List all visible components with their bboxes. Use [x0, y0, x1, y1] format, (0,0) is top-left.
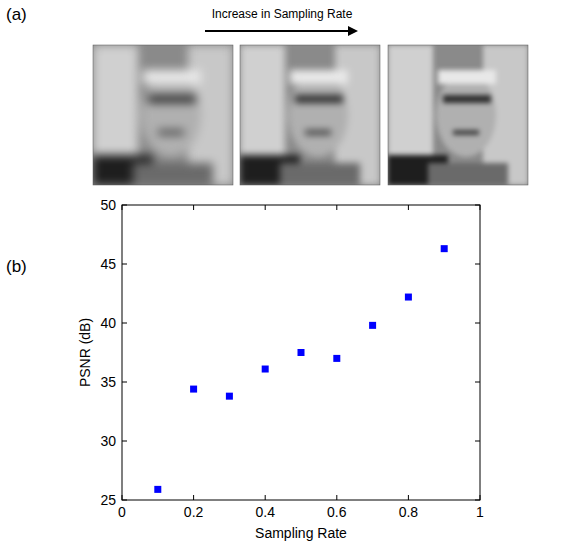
points: [154, 245, 447, 493]
image-blur: [240, 45, 380, 185]
image-face: [288, 73, 348, 157]
x-tick: [336, 495, 337, 500]
x-tick: [122, 205, 123, 210]
image-eyes: [295, 95, 343, 103]
x-tick: [193, 205, 194, 210]
image-mouth: [305, 130, 331, 135]
y-tick: [475, 382, 480, 383]
y-tick-label: 25: [100, 492, 116, 508]
data-point: [405, 294, 412, 301]
arrow-line: [205, 30, 350, 32]
x-tick-label: 0.6: [327, 504, 347, 520]
y-axis-title: PSNR (dB): [77, 318, 93, 387]
x-tick: [408, 495, 409, 500]
image-face: [436, 73, 496, 157]
x-tick: [265, 495, 266, 500]
y-tick: [122, 323, 127, 324]
x-tick: [336, 205, 337, 210]
y-tick: [122, 441, 127, 442]
image-blur: [93, 45, 233, 185]
face-image: [93, 45, 233, 185]
y-tick: [122, 382, 127, 383]
y-tick: [122, 500, 127, 501]
x-tick-label: 0.4: [255, 504, 275, 520]
image-forehead: [290, 70, 348, 84]
data-point: [441, 245, 448, 252]
image-eyes: [148, 95, 196, 103]
image-content: [388, 45, 528, 185]
x-tick: [265, 205, 266, 210]
y-tick: [475, 441, 480, 442]
figure: (a) Increase in Sampling Rate (b) 0 0.2 0.4 0.…: [0, 0, 572, 550]
data-point: [333, 355, 340, 362]
y-tick: [475, 205, 480, 206]
image-mouth: [158, 130, 184, 135]
image-bg: [93, 45, 233, 185]
image-neck: [428, 163, 508, 185]
x-tick: [193, 495, 194, 500]
x-tick-label: 0: [118, 504, 126, 520]
y-tick: [475, 264, 480, 265]
image-face: [141, 73, 201, 157]
y-tick-label: 40: [100, 315, 116, 331]
image-border: [93, 45, 233, 185]
image-eyes: [443, 95, 491, 103]
data-point: [154, 486, 161, 493]
y-tick: [475, 500, 480, 501]
y-tick-label: 50: [100, 197, 116, 213]
face-image: [388, 45, 528, 185]
arrow-label: Increase in Sampling Rate: [212, 7, 353, 21]
image-neck: [280, 163, 360, 185]
y-tick-label: 30: [100, 433, 116, 449]
data-point: [190, 386, 197, 393]
image-content: [93, 45, 233, 185]
image-neck: [133, 163, 213, 185]
x-tick: [480, 495, 481, 500]
image-bg: [388, 45, 528, 185]
y-tick: [122, 264, 127, 265]
x-tick-label: 1: [476, 504, 484, 520]
face-image: [240, 45, 380, 185]
panel-label: (b): [6, 257, 27, 276]
y-tick: [475, 323, 480, 324]
image-border: [388, 45, 528, 185]
x-tick: [122, 495, 123, 500]
image-forehead: [143, 70, 201, 84]
plot-frame: [122, 205, 480, 500]
image-forehead: [438, 70, 496, 84]
image-border: [240, 45, 380, 185]
image-blur: [388, 45, 528, 185]
y-tick-label: 35: [100, 374, 116, 390]
x-axis-title: Sampling Rate: [255, 525, 347, 541]
image-mouth: [453, 130, 479, 135]
data-point: [298, 349, 305, 356]
x-tick: [480, 205, 481, 210]
y-tick: [122, 205, 127, 206]
data-point: [369, 322, 376, 329]
panel-label: (a): [6, 5, 27, 24]
x-tick-label: 0.2: [184, 504, 204, 520]
y-tick-label: 45: [100, 256, 116, 272]
image-content: [240, 45, 380, 185]
x-tick-label: 0.8: [399, 504, 419, 520]
data-point: [262, 366, 269, 373]
arrow-head: [348, 26, 358, 36]
image-bg: [240, 45, 380, 185]
data-point: [226, 393, 233, 400]
x-tick: [408, 205, 409, 210]
